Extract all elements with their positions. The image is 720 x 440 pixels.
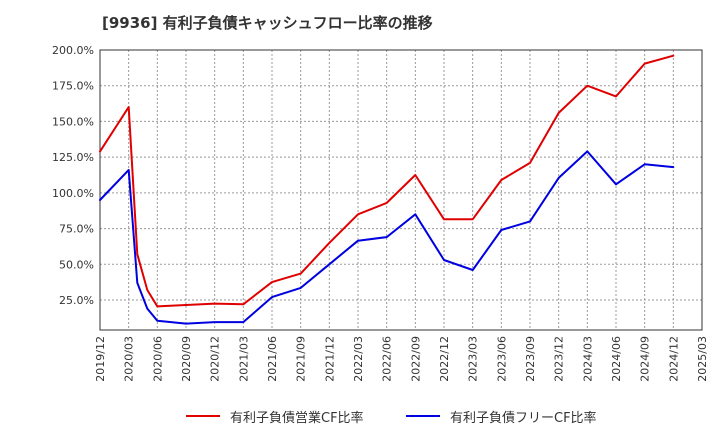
x-tick-label: 2022/12 (438, 336, 451, 382)
x-tick-label: 2024/12 (667, 336, 680, 382)
y-tick-label: 150.0% (52, 115, 94, 128)
series-line-free-cf (99, 150, 675, 325)
y-tick-label: 25.0% (59, 294, 94, 307)
legend-swatch-blue (406, 415, 440, 417)
x-tick-label: 2021/06 (266, 336, 279, 382)
x-tick-label: 2021/09 (295, 336, 308, 382)
x-tick-label: 2023/12 (553, 336, 566, 382)
x-tick-label: 2020/06 (151, 336, 164, 382)
legend-item-operating-cf: 有利子負債営業CF比率 (186, 404, 364, 428)
x-tick-label: 2021/12 (323, 336, 336, 382)
plot-frame (99, 49, 703, 331)
x-tick-label: 2019/12 (94, 336, 107, 382)
x-tick-label: 2020/12 (209, 336, 222, 382)
chart-title: [9936] 有利子負債キャッシュフロー比率の推移 (102, 14, 433, 32)
x-tick-label: 2025/03 (696, 336, 709, 382)
legend: 有利子負債営業CF比率 有利子負債フリーCF比率 (0, 404, 720, 428)
x-tick-label: 2021/03 (237, 336, 250, 382)
series-layer (99, 54, 675, 325)
x-tick-label: 2022/06 (381, 336, 394, 382)
series-line-operating-cf (99, 54, 675, 308)
legend-label-free-cf: 有利子負債フリーCF比率 (450, 410, 597, 426)
y-tick-label: 125.0% (52, 151, 94, 164)
x-tick-label: 2023/03 (467, 336, 480, 382)
legend-item-free-cf: 有利子負債フリーCF比率 (406, 404, 597, 428)
legend-swatch-red (186, 415, 220, 417)
x-tick-label: 2022/09 (409, 336, 422, 382)
x-tick-label: 2024/09 (639, 336, 652, 382)
x-tick-label: 2024/06 (610, 336, 623, 382)
y-tick-label: 200.0% (52, 44, 94, 57)
x-tick-label: 2024/03 (581, 336, 594, 382)
y-tick-label: 175.0% (52, 80, 94, 93)
x-tick-label: 2022/03 (352, 336, 365, 382)
axis-layer: 25.0% 50.0% 75.0% 100.0% 125.0% 150.0% 175.0% 2… (52, 44, 709, 382)
y-tick-label: 50.0% (59, 258, 94, 271)
y-tick-label: 100.0% (52, 187, 94, 200)
x-tick-label: 2020/03 (123, 336, 136, 382)
x-tick-label: 2020/09 (180, 336, 193, 382)
y-tick-label: 75.0% (59, 223, 94, 236)
legend-label-operating-cf: 有利子負債営業CF比率 (230, 410, 364, 426)
x-tick-label: 2023/09 (524, 336, 537, 382)
x-tick-label: 2023/06 (495, 336, 508, 382)
